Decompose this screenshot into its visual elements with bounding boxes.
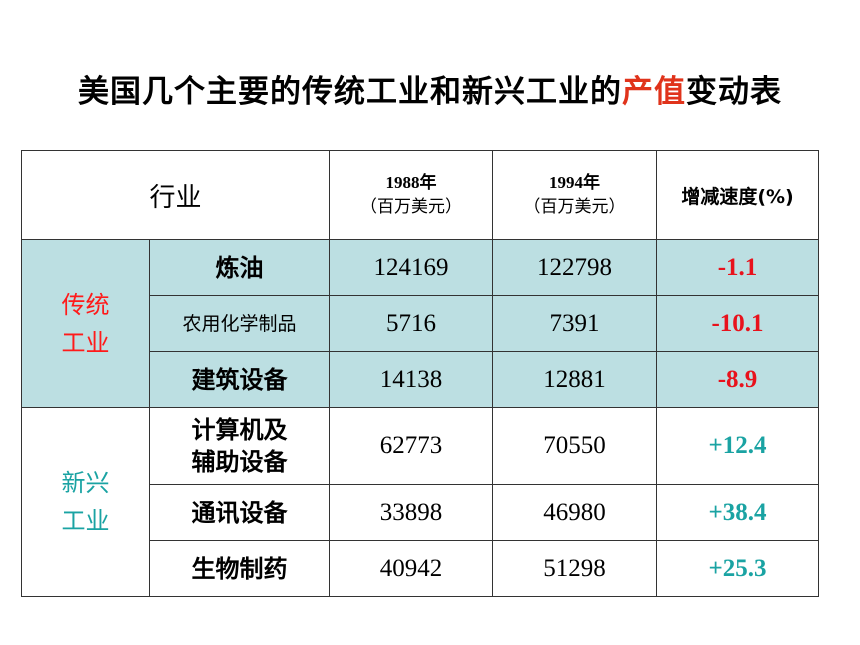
header-1988-unit: （百万美元） [360, 197, 463, 217]
change-value: -1.1 [656, 239, 820, 296]
change-value: +38.4 [656, 484, 820, 541]
group-traditional-line2: 工业 [61, 328, 110, 357]
value-1988: 33898 [329, 484, 494, 541]
industry-name: 生物制药 [148, 540, 331, 597]
industry-name-line1: 计算机及 [191, 416, 288, 444]
header-1994-year: 1994年 [549, 173, 601, 192]
value-1994: 51298 [492, 540, 658, 597]
industry-name: 通讯设备 [148, 484, 331, 541]
group-traditional: 传统 工业 [21, 239, 150, 408]
group-new-line1: 新兴 [61, 469, 110, 497]
industry-name: 建筑设备 [148, 351, 331, 408]
table-row: 生物制药 40942 51298 +25.3 [22, 540, 820, 597]
table-row: 建筑设备 14138 12881 -8.9 [22, 351, 820, 408]
header-1988: 1988年 （百万美元） [329, 150, 494, 240]
value-1994: 122798 [492, 239, 658, 296]
output-change-table: 行业 1988年 （百万美元） 1994年 （百万美元） 增减速度(%) 传统 … [20, 150, 820, 597]
header-1994: 1994年 （百万美元） [492, 150, 658, 240]
value-1988: 124169 [329, 239, 494, 296]
page-title: 美国几个主要的传统工业和新兴工业的产值变动表 [0, 66, 860, 111]
value-1994: 70550 [492, 407, 658, 485]
industry-name: 炼油 [148, 239, 331, 296]
group-traditional-line1: 传统 [61, 290, 110, 319]
industry-name: 计算机及 辅助设备 [148, 407, 331, 485]
change-value: -8.9 [656, 351, 820, 408]
title-prefix: 美国几个主要的传统工业和新兴工业的 [78, 74, 622, 110]
table-row: 通讯设备 33898 46980 +38.4 [22, 484, 820, 541]
value-1988: 40942 [329, 540, 494, 597]
header-1988-year: 1988年 [385, 173, 437, 192]
title-highlight: 产值 [622, 74, 686, 110]
industry-name-line2: 辅助设备 [191, 448, 288, 476]
value-1988: 62773 [329, 407, 494, 485]
group-new-line2: 工业 [61, 507, 110, 535]
change-value: +25.3 [656, 540, 820, 597]
value-1988: 5716 [329, 295, 494, 352]
value-1988: 14138 [329, 351, 494, 408]
value-1994: 7391 [492, 295, 658, 352]
group-new: 新兴 工业 [21, 407, 150, 597]
header-row: 行业 1988年 （百万美元） 1994年 （百万美元） 增减速度(%) [20, 150, 820, 240]
value-1994: 12881 [492, 351, 658, 408]
table-row: 传统 工业 炼油 124169 122798 -1.1 [21, 239, 820, 408]
change-value: -10.1 [656, 295, 820, 352]
change-value: +12.4 [656, 407, 820, 485]
header-1994-unit: （百万美元） [523, 197, 626, 217]
table-row: 新兴 工业 计算机及 辅助设备 62773 70550 +12.4 [21, 407, 820, 597]
header-industry: 行业 [20, 150, 331, 240]
header-change: 增减速度(%) [656, 150, 820, 240]
value-1994: 46980 [492, 484, 658, 541]
industry-name: 农用化学制品 [148, 295, 331, 352]
title-suffix: 变动表 [686, 74, 782, 110]
table-row: 农用化学制品 5716 7391 -10.1 [22, 295, 820, 352]
